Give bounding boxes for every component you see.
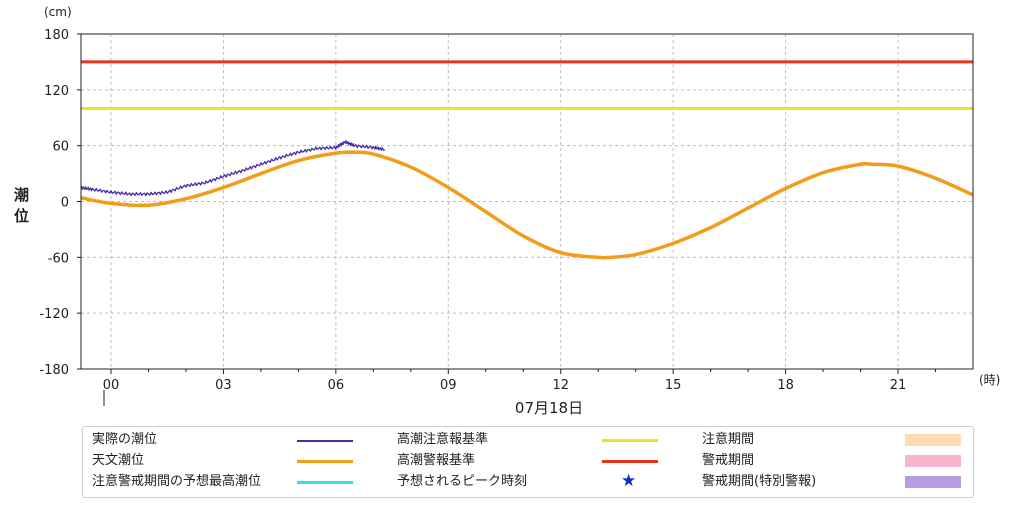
x-tick-label: 09 xyxy=(440,378,457,393)
legend-warning-label: 高潮警報基準 xyxy=(397,453,476,468)
legend-astro-label: 天文潮位 xyxy=(92,453,145,468)
x-tick-label: 00 xyxy=(103,378,120,393)
x-tick-label: 06 xyxy=(328,378,345,393)
x-tick-label: 18 xyxy=(777,378,794,393)
y-tick-label: 60 xyxy=(52,140,69,155)
y-unit-label: (cm) xyxy=(44,5,72,19)
y-tick-label: -120 xyxy=(39,307,69,322)
y-axis-label-2: 位 xyxy=(14,207,29,225)
date-label: 07月18日 xyxy=(515,399,583,417)
legend-advisory-period-label: 注意期間 xyxy=(702,432,755,447)
legend-warning-period-label: 警戒期間 xyxy=(702,453,755,468)
legend-special-period-label: 警戒期間(特別警報) xyxy=(702,474,817,489)
y-axis-label-1: 潮 xyxy=(14,186,29,204)
legend-advisory-period-swatch xyxy=(905,434,961,446)
star-icon: ★ xyxy=(621,471,637,491)
legend-special-period-swatch xyxy=(905,476,961,488)
legend-warning-period-swatch xyxy=(905,455,961,467)
legend-actual-label: 実際の潮位 xyxy=(92,432,158,447)
x-axis-ticks: 00 03 06 09 12 15 18 21 xyxy=(103,369,937,393)
grid-lines xyxy=(81,34,973,369)
legend-actual-swatch xyxy=(297,440,353,442)
observed-tide-line xyxy=(80,140,386,197)
legend: 実際の潮位 天文潮位 注意警戒期間の予想最高潮位 高潮注意報基準 高潮警報基準 … xyxy=(82,426,974,498)
y-tick-label: 120 xyxy=(44,84,69,99)
y-axis-ticks: 180 120 60 0 -60 -120 -180 xyxy=(39,28,81,378)
x-tick-label: 12 xyxy=(552,378,569,393)
astronomical-tide-line xyxy=(80,150,974,260)
y-tick-label: -60 xyxy=(48,251,69,266)
legend-astro-swatch xyxy=(297,460,353,463)
y-tick-label: 180 xyxy=(44,28,69,43)
y-tick-label: 0 xyxy=(61,196,69,211)
x-unit-label: (時) xyxy=(979,373,1000,387)
legend-forecast-max-swatch xyxy=(297,481,353,484)
x-tick-label: 15 xyxy=(665,378,682,393)
series-layer xyxy=(80,60,974,260)
legend-peak-label: 予想されるピーク時刻 xyxy=(397,474,528,489)
tide-chart: 180 120 60 0 -60 -120 -180 00 03 06 09 12 15 18 21 (c… xyxy=(14,5,1000,417)
y-tick-label: -180 xyxy=(39,363,69,378)
legend-advisory-swatch xyxy=(602,439,658,442)
legend-warning-swatch xyxy=(602,460,658,463)
legend-advisory-label: 高潮注意報基準 xyxy=(397,432,489,447)
x-tick-label: 03 xyxy=(215,378,232,393)
x-tick-label: 21 xyxy=(890,378,907,393)
legend-forecast-max-label: 注意警戒期間の予想最高潮位 xyxy=(92,474,262,489)
